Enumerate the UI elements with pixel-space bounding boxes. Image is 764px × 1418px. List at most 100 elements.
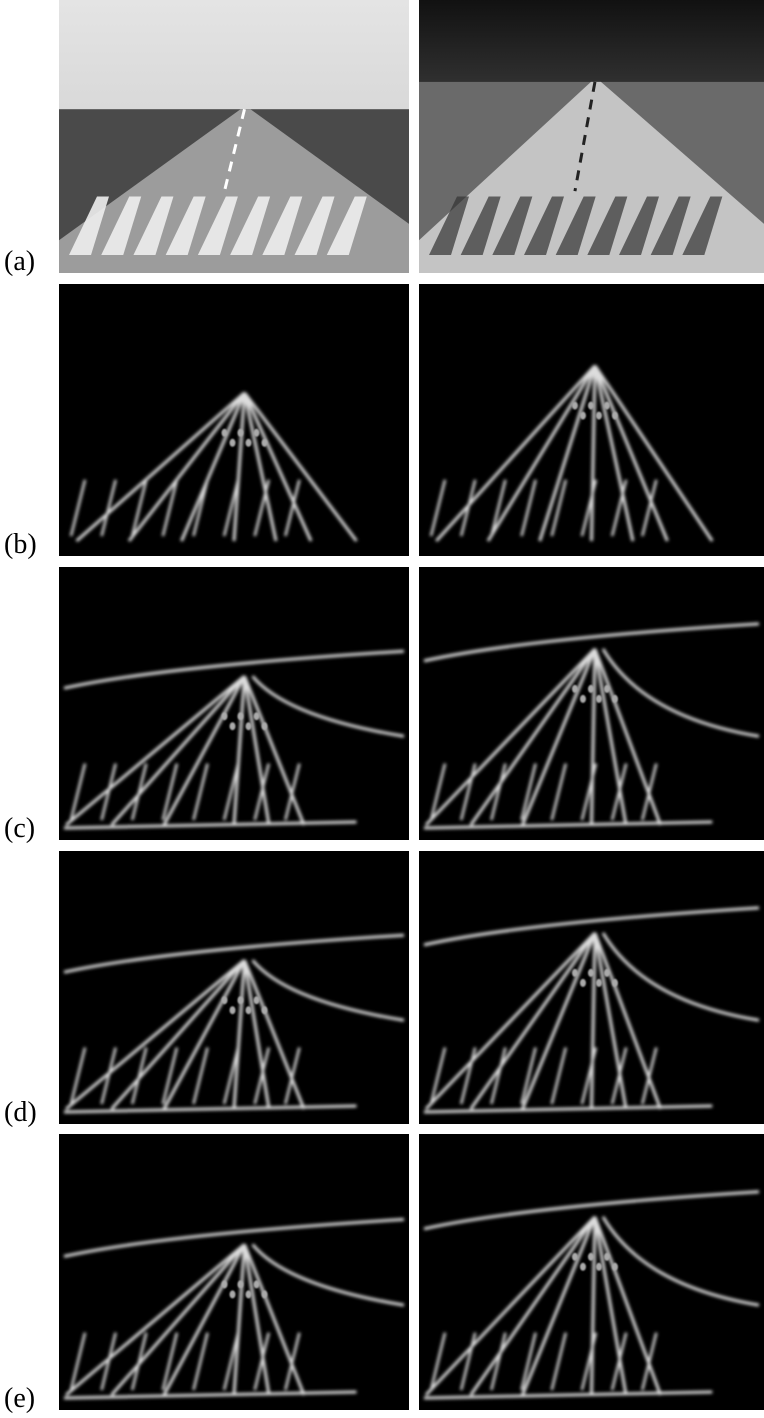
bar-edge [222, 1332, 240, 1391]
blob [237, 428, 244, 437]
blob [221, 712, 228, 721]
blob [571, 968, 578, 977]
edge [243, 392, 278, 542]
runway-stripe [650, 196, 691, 255]
bar-edge [490, 1047, 507, 1105]
blob [229, 438, 236, 447]
blob [261, 722, 268, 731]
bar-edge [284, 1047, 301, 1105]
edge [435, 364, 597, 543]
shoulder-edge [251, 959, 405, 1022]
blob [261, 1006, 268, 1015]
row-label: (e) [4, 1383, 35, 1414]
bar-edge [459, 479, 477, 537]
bar-edge [641, 763, 658, 821]
image-panel [59, 0, 409, 273]
runway-stripe [69, 196, 109, 255]
edge [590, 1216, 597, 1396]
blob [611, 978, 618, 987]
bar-edge [520, 763, 537, 821]
edge [162, 959, 246, 1110]
blobs [571, 1252, 618, 1271]
blob [611, 1262, 618, 1271]
bar-edge [490, 479, 507, 537]
edge [590, 648, 597, 826]
blobs [221, 996, 268, 1015]
image-panel [59, 567, 409, 840]
bar-edge [284, 1332, 301, 1391]
background [59, 851, 409, 1124]
row-label: (c) [4, 813, 35, 844]
bar-edge [100, 479, 117, 537]
bar-edge [131, 1047, 148, 1105]
blob [261, 1290, 268, 1299]
edge [243, 675, 306, 826]
centerline [223, 108, 246, 192]
image-panel [419, 284, 764, 556]
edge [65, 675, 246, 827]
blob [571, 684, 578, 693]
runway-stripe [230, 196, 271, 255]
blob [595, 978, 602, 987]
image-panel [419, 0, 764, 274]
bar-edge [580, 763, 598, 821]
blob [579, 411, 586, 420]
background [59, 567, 409, 840]
bar-edge [580, 479, 598, 537]
bar-edge [253, 1047, 270, 1105]
bar-edge [550, 479, 567, 537]
bar-edge [459, 1047, 477, 1105]
bar-edge [610, 1047, 628, 1105]
bar-edge [429, 1332, 447, 1391]
image-panel [59, 851, 409, 1124]
edge [593, 648, 628, 826]
edge [590, 932, 597, 1110]
blob [229, 1290, 236, 1299]
blob [587, 968, 594, 977]
bar-edge [161, 763, 179, 821]
blob [229, 722, 236, 731]
runway-stripe [197, 196, 238, 255]
blob [245, 1006, 252, 1015]
blob [595, 1262, 602, 1271]
shoulder-edge [251, 1243, 405, 1307]
bar-edge [192, 763, 209, 821]
edge [110, 959, 246, 1110]
blob [245, 1290, 252, 1299]
bar-edge [580, 1332, 598, 1391]
horizon-edge [423, 1190, 760, 1231]
bar-edge [550, 1047, 567, 1105]
bar-edge [253, 763, 270, 821]
blobs [221, 1280, 268, 1299]
edge-lines [429, 364, 714, 543]
edge [243, 675, 271, 826]
blob [595, 694, 602, 703]
bar-edge [131, 763, 148, 821]
edge [232, 1244, 246, 1396]
edge [521, 648, 597, 826]
edge [521, 932, 597, 1110]
bar-edge [520, 1047, 537, 1105]
edge-lines [423, 1190, 760, 1400]
edge [590, 365, 597, 542]
row-label: (b) [4, 529, 37, 560]
image-panel [419, 851, 764, 1124]
edge [243, 959, 271, 1110]
blobs [571, 968, 618, 987]
bottom-edge [63, 1104, 357, 1114]
blob [587, 684, 594, 693]
blobs [571, 401, 618, 420]
edge [65, 959, 246, 1111]
edge [424, 1215, 597, 1397]
bar-edge [641, 479, 658, 537]
runway-stripe [460, 196, 501, 255]
blob [603, 1252, 610, 1261]
blob [237, 712, 244, 721]
blob [587, 1252, 594, 1261]
shoulder-edge [601, 648, 760, 738]
bar-edge [520, 479, 537, 537]
horizon-edge [63, 649, 405, 690]
bar-edge [284, 479, 301, 537]
background [59, 1134, 409, 1410]
blob [237, 996, 244, 1005]
